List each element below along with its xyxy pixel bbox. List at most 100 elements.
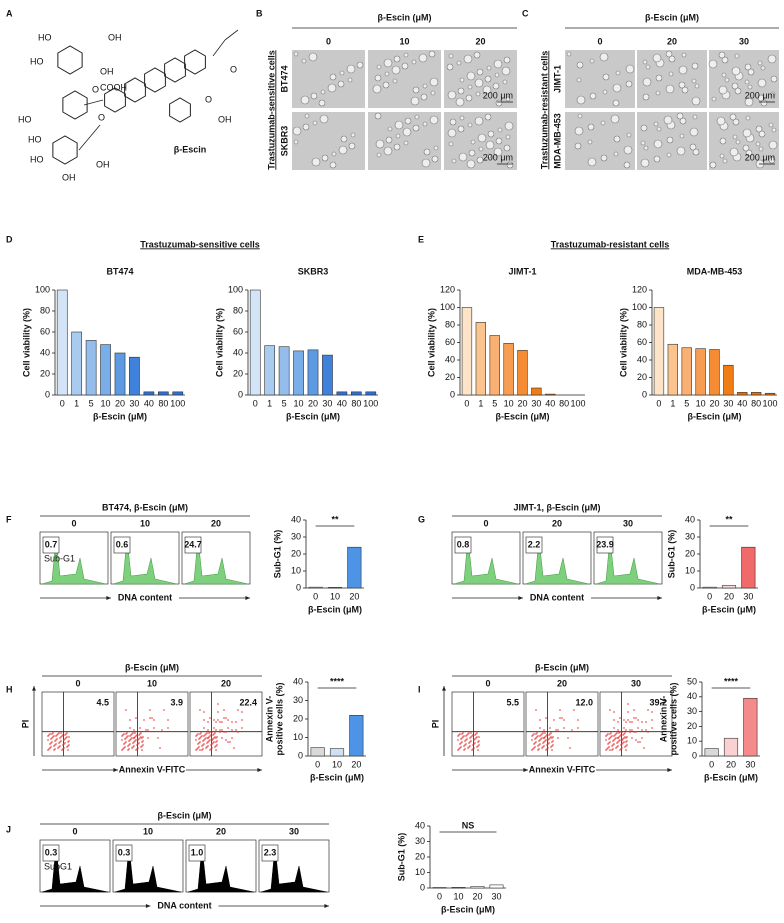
event [545, 717, 547, 719]
cell [729, 147, 739, 157]
cell [718, 51, 726, 59]
cell [495, 137, 503, 145]
event [235, 729, 237, 731]
significance: ** [331, 514, 339, 524]
cell [653, 139, 663, 149]
panel-label: I [418, 684, 421, 694]
event [235, 721, 237, 723]
cell [494, 72, 500, 78]
x-axis-label: β-Escin (μM) [286, 411, 340, 421]
cell [486, 153, 492, 159]
y-tick-label: 10 [293, 732, 303, 742]
event [55, 743, 57, 745]
event [203, 727, 205, 729]
cell [679, 133, 685, 139]
y-axis-label: positive cells (%) [274, 682, 284, 755]
cell [431, 155, 439, 163]
event [207, 737, 209, 739]
x-tick-label: 20 [472, 891, 482, 901]
cell [463, 54, 473, 64]
bar [129, 356, 140, 396]
dose-label: 20 [552, 518, 562, 528]
event [215, 737, 217, 739]
y-tick-label: 80 [233, 305, 243, 315]
event [624, 732, 626, 734]
gate [42, 844, 60, 862]
cell [331, 151, 337, 157]
y-tick-label: 10 [685, 565, 695, 575]
event [62, 734, 64, 736]
y-tick-label: 0 [238, 389, 243, 399]
cell [640, 124, 648, 132]
bar [653, 307, 665, 396]
cell [458, 152, 468, 162]
event [199, 741, 201, 743]
y-axis-label: positive cells (%) [668, 682, 678, 755]
event [457, 739, 459, 741]
header: β-Escin (μM) [125, 662, 179, 672]
event [550, 732, 552, 734]
event [66, 732, 68, 734]
cell [600, 154, 608, 162]
cell [308, 52, 318, 62]
axis-label: Annexin V-FITC [119, 764, 186, 774]
event [142, 744, 144, 746]
cell [486, 65, 492, 71]
gate [188, 844, 206, 862]
event [627, 703, 629, 705]
event [623, 727, 625, 729]
axis-label: PI [20, 720, 30, 729]
event [577, 727, 579, 729]
bar [85, 340, 97, 396]
event [460, 746, 462, 748]
event [631, 729, 633, 731]
cell [391, 65, 401, 75]
event [203, 719, 205, 721]
section-heading: Trastuzumab-resistant cells [551, 239, 670, 249]
y-tick-label: 120 [440, 284, 455, 294]
cell [652, 53, 662, 63]
event [135, 739, 137, 741]
x-tick-label: 0 [464, 398, 469, 408]
cell [760, 99, 768, 107]
cell [587, 157, 597, 167]
event [159, 747, 161, 749]
event [544, 732, 546, 734]
event [647, 709, 649, 711]
cell [506, 161, 514, 169]
y-tick-label: 0 [296, 582, 301, 592]
micrograph [709, 50, 779, 108]
event [465, 743, 467, 745]
event [237, 709, 239, 711]
cell [412, 86, 420, 94]
bar [737, 392, 748, 396]
event [223, 717, 225, 719]
cell [719, 137, 727, 145]
event [617, 745, 619, 747]
cell [466, 159, 476, 169]
x-tick-label: 0 [437, 891, 442, 901]
event [213, 741, 215, 743]
x-tick-label: 0 [315, 759, 320, 769]
x-tick-label: 10 [504, 398, 514, 408]
event [613, 743, 615, 745]
event [612, 748, 614, 750]
cell [734, 53, 740, 59]
event [539, 719, 541, 721]
event [617, 721, 619, 723]
dose-label: 0 [75, 678, 80, 688]
panel-label: J [6, 824, 11, 834]
event [217, 711, 219, 713]
cell [495, 99, 503, 107]
y-tick-label: 20 [40, 368, 50, 378]
cell [678, 65, 688, 75]
y-tick-label: 60 [233, 326, 243, 336]
gate [113, 536, 131, 554]
bar [721, 585, 737, 589]
bar [470, 886, 485, 889]
event [129, 727, 131, 729]
y-axis-label: Cell viability (%) [618, 308, 628, 377]
event [51, 741, 53, 743]
atom-label: O [92, 84, 99, 94]
event [213, 719, 215, 721]
